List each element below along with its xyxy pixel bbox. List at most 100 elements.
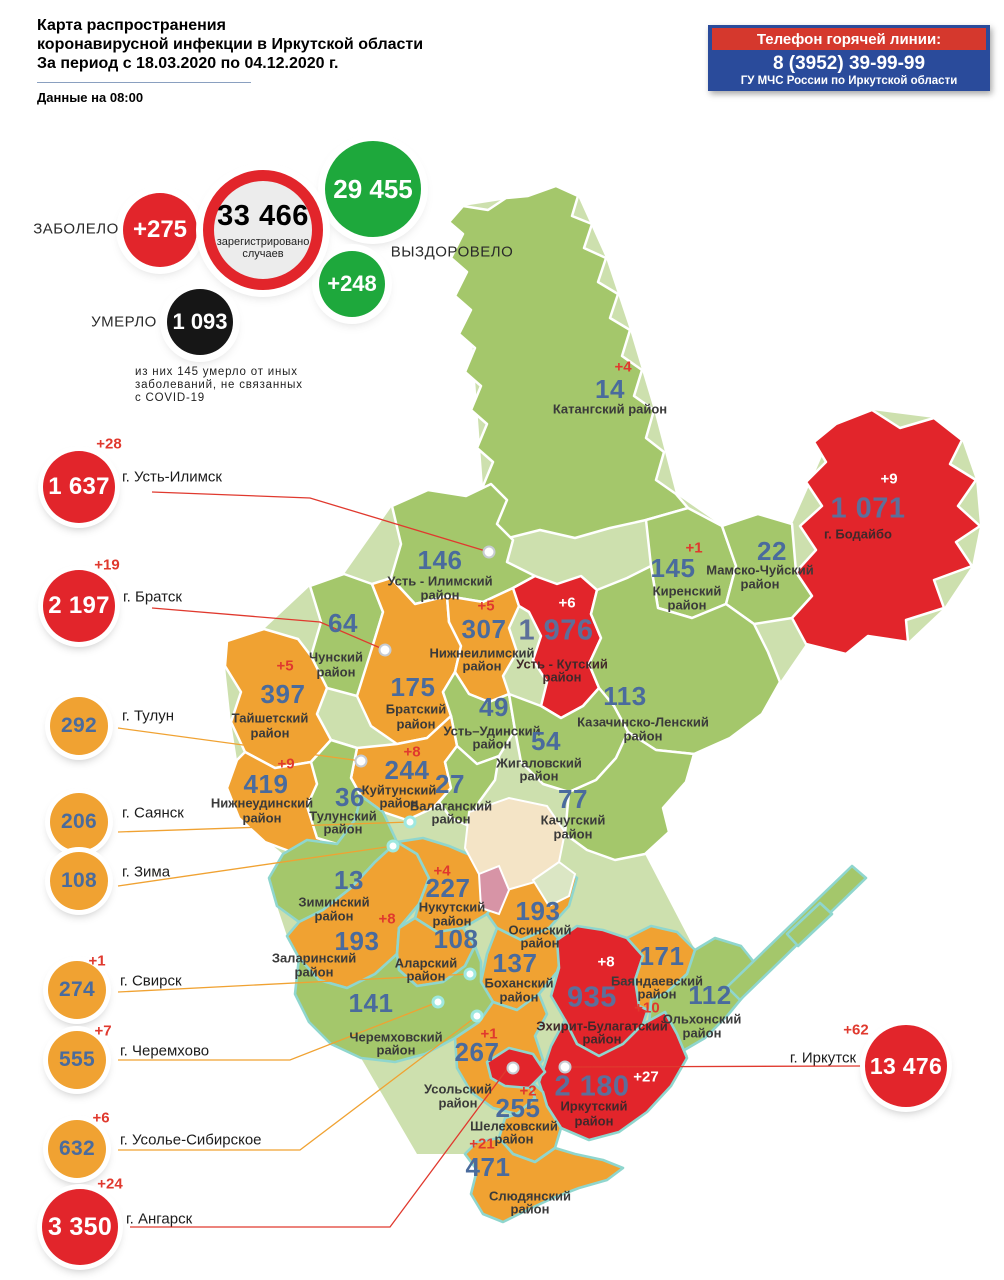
region-name-ziminsky: Зиминский [298,894,370,910]
region-name-kuitunsky: район [379,795,419,811]
region-name-kirensky: район [667,597,707,613]
region-name-shelekhovsky: Шелеховский [470,1118,558,1134]
city-badge-value-svirsk: 274 [59,978,95,1001]
region-shape-baikal-strip-small [785,901,834,948]
city-dot-3 [403,815,417,829]
region-name-bayandaevsky: Баяндаевский [610,973,704,989]
region-name-kuitunsky: Куйтунский [361,782,437,798]
city-badge-delta-bratsk: +19 [94,556,120,574]
region-value-ekhirit-bulagatsky: 935 [567,981,617,1014]
region-name-nizhneudinsky: район [242,810,282,826]
region-value-alarsky: 108 [433,924,479,954]
infected-delta-value: +275 [132,216,188,243]
region-shape-katangsky [447,184,690,540]
city-badge-value-ust-ilimsk: 1 637 [48,473,110,500]
region-name-nizhneudinsky: Нижнеудинский [210,795,314,811]
hotline-agency: ГУ МЧС России по Иркутской области [740,75,958,87]
region-value-ust-udinsky: 49 [479,692,509,722]
region-name-bratsky: Братский [385,701,447,717]
region-delta-nizhneilimsky: +5 [477,597,495,615]
region-value-tulunsky: 36 [335,782,365,812]
region-delta-kirensky: +1 [685,539,703,557]
region-name-nukutsky: район [432,913,472,929]
connector-irkutsk [564,1065,863,1068]
city-badge-tulun: 292 [50,697,108,755]
region-name-kazachinsko-lensky: Казачинско-Ленский [577,714,709,730]
city-badge-label-angarsk: г. Ангарск [126,1210,193,1228]
region-shape-cheremkhovsky [293,944,495,1064]
region-name-nukutsky: Нукутский [418,899,486,915]
city-badge-delta-cheremkhovo: +7 [94,1022,112,1040]
city-badge-label-zima: г. Зима [122,863,171,881]
region-shape-balagansky [437,744,501,828]
region-delta-katangsky: +4 [614,358,632,376]
hotline-title: Телефон горячей линии: [712,28,986,50]
region-name-taishetsky: район [250,725,290,741]
region-value-nizhneilimsky: 307 [461,614,507,644]
region-name-balagansky: район [431,811,471,827]
region-value-kachugsky: 77 [558,784,588,814]
region-value-nukutsky: 227 [425,873,471,903]
region-value-nizhneudinsky: 419 [243,769,289,799]
city-badge-value-usolye-sibirskoe: 632 [59,1137,95,1160]
region-name-tulunsky: район [323,821,363,837]
connector-usolye-sibirskoe [118,1015,478,1151]
region-value-bayandaevsky: 171 [639,941,685,971]
region-name-bratsky: район [396,716,436,732]
region-name-ust-udinsky: район [472,736,512,752]
region-value-irkutsky: 2 180 [554,1070,630,1103]
region-shape-kachugsky [563,730,696,862]
region-name-olkhonsky: Ольхонский [662,1011,742,1027]
region-name-irkutsky: Иркутский [560,1098,628,1114]
total-cases-circle: 33 466 зарегистрировано случаев [203,170,323,290]
region-value-bokhansky: 137 [492,948,538,978]
recovered-total-circle: 29 455 [325,141,421,237]
region-name-bokhansky: район [499,989,539,1005]
region-delta-nizhneudinsky: +9 [277,755,295,773]
region-name-tulunsky: Тулунский [309,808,377,824]
region-delta-usolsky: +1 [480,1025,498,1043]
region-name-cheremkhovsky: район [376,1042,416,1058]
recovered-delta-value: +248 [327,271,377,296]
city-badge-svirsk: 274 [48,961,106,1019]
region-value-mamsko-chuysky: 22 [757,536,787,566]
region-name-kazachinsko-lensky: район [623,728,663,744]
city-dot-9 [558,1060,572,1074]
region-name-osinsky: район [520,935,560,951]
region-name-bokhansky: Боханский [484,975,554,991]
city-badge-label-cheremkhovo: г. Черемхово [120,1042,210,1060]
region-name-kirensky: Киренский [652,583,722,599]
city-dots [354,545,572,1075]
connector-bratsk [151,607,386,651]
city-badge-label-usolye-sibirskoe: г. Усолье-Сибирское [120,1131,262,1149]
connector-sayansk [117,821,411,833]
region-name-zhigalovsky: Жигаловский [496,755,582,771]
page-title: Карта распространения коронавирусной инф… [37,17,424,72]
region-value-zhigalovsky: 54 [531,726,561,756]
recovered-delta-circle: +248 [319,251,385,317]
city-badge-delta-angarsk: +24 [97,1175,123,1193]
region-name-cheremkhovsky: Черемховский [349,1029,443,1045]
region-name-ekhirit-bulagatsky: Эхирит-Булагатский [536,1018,668,1034]
city-badge-sayansk: 206 [50,793,108,851]
region-name-nizhneilimsky: Нижнеилимский [429,645,535,661]
connector-zima [117,845,394,887]
region-delta-slyudyansky: +21 [469,1135,495,1153]
map-faded-okrug [463,796,577,916]
city-dot-2 [354,754,368,768]
city-badge-delta-svirsk: +1 [88,952,106,970]
died-total-circle: 1 093 [167,289,233,355]
region-shape-slyudyansky [463,1136,625,1224]
region-value-kirensky: 145 [650,553,696,583]
region-value-kuitunsky: 244 [384,755,430,785]
connector-cheremkhovo [118,1001,439,1061]
region-value-bodaibo: 1 071 [830,492,906,525]
hotline-box: Телефон горячей линии: 8 (3952) 39-99-99… [708,25,990,91]
connector-ust-ilimsk [151,491,490,553]
region-value-zalarinsky: 193 [334,926,380,956]
city-badge-value-tulun: 292 [61,714,97,737]
region-name-ust-ilimsky: Усть - Илимский [387,573,493,589]
city-badge-value-sayansk: 206 [61,810,97,833]
region-delta-ekhirit-bulagatsky: +8 [597,953,615,971]
